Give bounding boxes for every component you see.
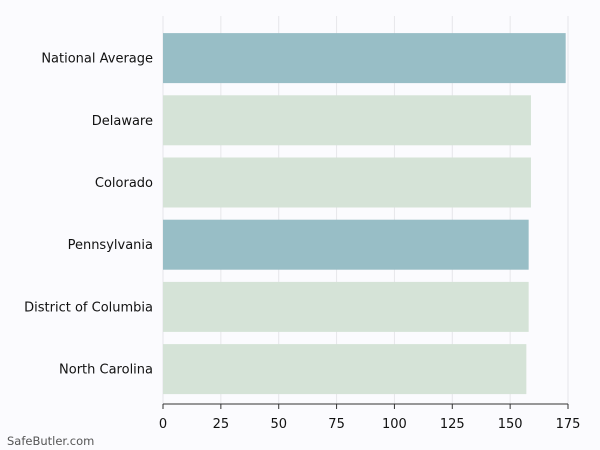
bars (163, 33, 566, 395)
bar-pennsylvania (163, 219, 529, 270)
watermark: SafeButler.com (7, 434, 95, 448)
x-tick-label-125: 125 (440, 417, 465, 432)
x-tick-label-100: 100 (382, 417, 407, 432)
category-label-colorado: Colorado (95, 176, 153, 191)
category-label-north-carolina: North Carolina (59, 363, 153, 378)
bar-national-average (163, 33, 566, 84)
x-tick-label-150: 150 (498, 417, 523, 432)
category-label-district-of-columbia: District of Columbia (24, 300, 153, 315)
x-tick-label-25: 25 (213, 417, 230, 432)
bar-colorado (163, 157, 531, 208)
bar-north-carolina (163, 344, 527, 395)
x-tick-label-0: 0 (159, 417, 167, 432)
x-tick-label-175: 175 (556, 417, 581, 432)
x-tick-label-50: 50 (270, 417, 287, 432)
category-label-pennsylvania: Pennsylvania (68, 238, 153, 253)
bar-district-of-columbia (163, 281, 529, 332)
x-axis: 0 25 50 75 100 125 150 175 (159, 403, 581, 432)
category-label-national-average: National Average (41, 52, 153, 67)
category-labels: National Average Delaware Colorado Pennsylv… (24, 52, 153, 378)
bar-delaware (163, 95, 531, 146)
category-label-delaware: Delaware (92, 114, 153, 129)
x-tick-label-75: 75 (328, 417, 345, 432)
